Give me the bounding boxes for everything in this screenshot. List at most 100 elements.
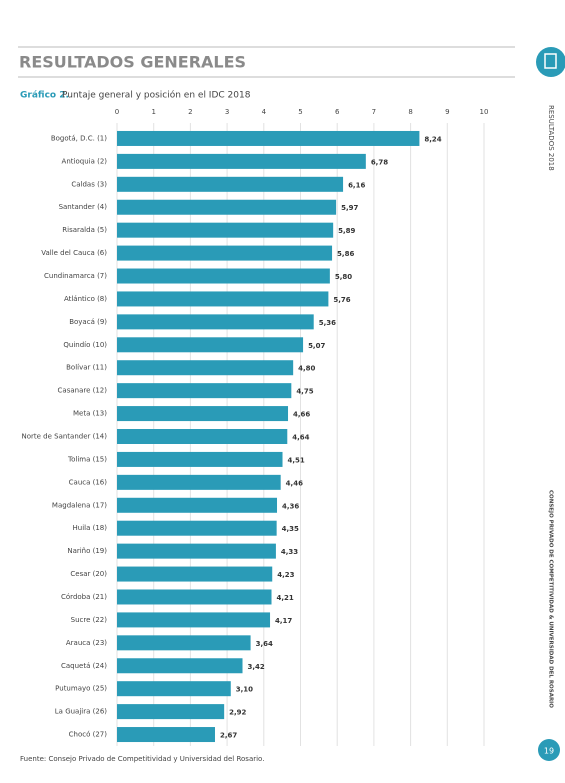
chart-label: Gráfico 2. — [20, 91, 69, 101]
x-tick-label: 4 — [262, 108, 267, 116]
value-label: 4,80 — [298, 365, 315, 373]
value-label: 5,76 — [333, 296, 350, 304]
bar — [117, 199, 337, 215]
bar — [117, 520, 277, 536]
bar — [117, 589, 272, 605]
value-label: 6,78 — [371, 158, 388, 166]
y-tick-label: Cauca (16) — [69, 478, 108, 486]
y-tick-label: Nariño (19) — [67, 547, 107, 555]
value-label: 3,10 — [236, 686, 253, 694]
y-tick-label: Bolívar (11) — [66, 364, 107, 372]
bar — [117, 383, 292, 399]
bar — [117, 429, 288, 444]
value-label: 4,35 — [282, 525, 299, 533]
x-tick-label: 3 — [225, 108, 229, 116]
y-tick-label: Cesar (20) — [70, 570, 107, 578]
value-label: 5,36 — [319, 319, 336, 327]
x-tick-label: 9 — [445, 108, 449, 116]
bar — [117, 658, 243, 674]
y-tick-label: Meta (13) — [73, 410, 107, 418]
y-tick-label: Sucre (22) — [71, 616, 108, 624]
y-tick-label: Valle del Cauca (6) — [41, 249, 107, 257]
chart-title: Puntaje general y posición en el IDC 201… — [62, 90, 251, 101]
bar — [117, 474, 281, 490]
icon — [536, 47, 565, 77]
value-label: 4,33 — [281, 548, 298, 556]
y-tick-label: Putumayo (25) — [55, 685, 107, 693]
bar — [117, 291, 329, 307]
bar — [117, 612, 271, 628]
y-tick-label: Santander (4) — [59, 203, 108, 211]
bar — [117, 451, 283, 467]
y-tick-label: Norte de Santander (14) — [21, 433, 107, 441]
value-label: 4,66 — [293, 411, 310, 419]
y-tick-label: Casanare (12) — [58, 387, 108, 395]
bar — [117, 360, 294, 376]
x-tick-label: 5 — [298, 108, 302, 116]
value-label: 8,24 — [424, 135, 441, 143]
bar — [117, 130, 420, 146]
y-tick-label: Magdalena (17) — [52, 501, 107, 509]
bar — [117, 176, 344, 192]
bar — [117, 222, 334, 238]
y-tick-label: Antioquia (2) — [62, 157, 108, 165]
x-tick-label: 0 — [115, 108, 119, 116]
value-label: 5,80 — [335, 273, 352, 281]
bar — [117, 268, 330, 284]
value-label: 4,75 — [296, 388, 313, 396]
x-tick-label: 10 — [480, 108, 489, 116]
bar — [117, 566, 273, 582]
value-label: 5,89 — [338, 227, 355, 235]
value-label: 4,46 — [286, 479, 303, 487]
bar — [117, 314, 314, 330]
y-tick-label: Córdoba (21) — [61, 593, 107, 601]
section-title: RESULTADOS GENERALES — [19, 53, 246, 72]
value-label: 4,21 — [277, 594, 294, 602]
value-label: 4,64 — [292, 434, 309, 442]
value-label: 3,42 — [248, 663, 265, 671]
bar — [117, 337, 304, 353]
y-tick-label: Caldas (3) — [71, 180, 107, 188]
side-text: CONSEJO PRIVADO DE COMPETITIVIDAD & UNIV… — [548, 490, 554, 708]
value-label: 4,17 — [275, 617, 292, 625]
value-label: 5,97 — [341, 204, 358, 212]
x-tick-label: 8 — [408, 108, 412, 116]
bar — [117, 681, 231, 697]
x-tick-label: 2 — [188, 108, 192, 116]
value-label: 4,23 — [277, 571, 294, 579]
value-label: 4,36 — [282, 502, 299, 510]
bar — [117, 497, 278, 513]
x-tick-label: 6 — [335, 108, 340, 116]
y-tick-label: Arauca (23) — [66, 639, 107, 647]
y-tick-label: La Guajira (26) — [55, 708, 107, 716]
y-tick-label: Boyacá (9) — [69, 318, 107, 326]
value-label: 4,51 — [288, 456, 305, 464]
bar — [117, 543, 276, 559]
value-label: 2,67 — [220, 732, 237, 740]
value-label: 5,86 — [337, 250, 354, 258]
y-tick-label: Atlántico (8) — [64, 295, 107, 303]
y-tick-label: Cundinamarca (7) — [44, 272, 107, 280]
icon-doc — [544, 53, 557, 69]
x-tick-label: 7 — [372, 108, 376, 116]
source: Fuente: Consejo Privado de Competitivida… — [20, 755, 264, 763]
x-tick-label: 1 — [151, 108, 155, 116]
y-tick-label: Risaralda (5) — [62, 226, 107, 234]
value-label: 3,64 — [256, 640, 273, 648]
bar — [117, 406, 289, 422]
y-tick-label: Caquetá (24) — [61, 662, 107, 670]
side-text: RESULTADOS 2018 — [547, 105, 555, 171]
bar — [117, 727, 215, 743]
page-number: 19 — [544, 747, 554, 756]
bar — [117, 704, 225, 720]
bar — [117, 635, 251, 651]
y-tick-label: Huila (18) — [73, 524, 108, 532]
page-badge — [538, 739, 560, 761]
y-tick-label: Tolima (15) — [67, 455, 107, 463]
bar — [117, 245, 333, 261]
value-label: 6,16 — [348, 181, 365, 189]
value-label: 2,92 — [229, 709, 246, 717]
bar — [117, 153, 366, 169]
y-tick-label: Bogotá, D.C. (1) — [51, 134, 107, 142]
